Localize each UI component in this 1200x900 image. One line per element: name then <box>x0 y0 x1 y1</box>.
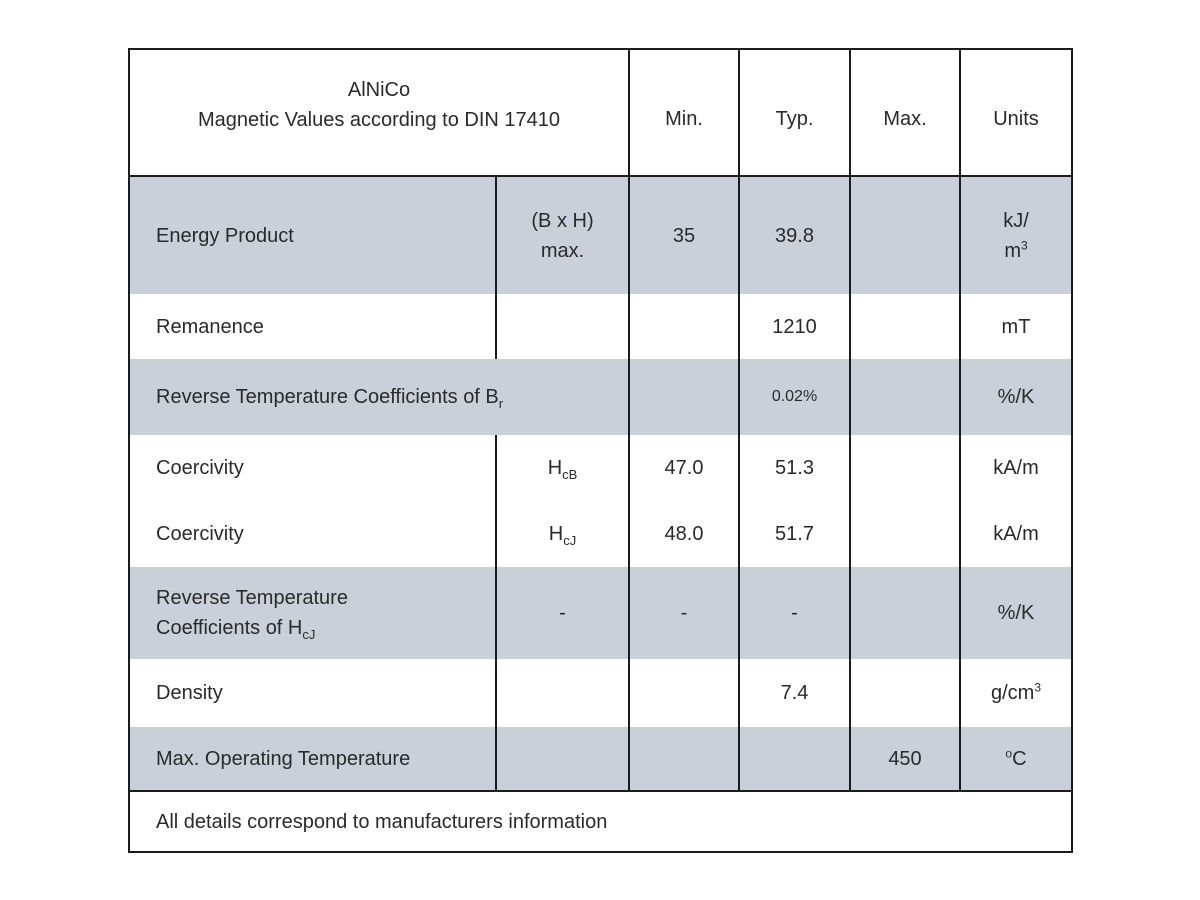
typ-value: 7.4 <box>739 659 851 727</box>
row-label: Reverse Temperature Coefficients of Br <box>129 359 630 435</box>
units-value: kJ/m3 <box>960 176 1072 294</box>
row-symbol: HcJ <box>496 501 630 567</box>
column-header-typ: Typ. <box>739 49 851 177</box>
table-row-coercivity-hcb: Coercivity HcB 47.0 51.3 kA/m <box>129 435 1072 501</box>
min-value <box>629 659 740 727</box>
max-value <box>850 359 961 435</box>
units-value: kA/m <box>960 435 1072 501</box>
row-label: Energy Product <box>129 176 497 294</box>
units-value: mT <box>960 294 1072 359</box>
column-header-units: Units <box>960 49 1072 177</box>
table-row-reverse-temp-coeff-br: Reverse Temperature Coefficients of Br 0… <box>129 359 1072 435</box>
max-value: 450 <box>850 727 961 791</box>
row-label: Max. Operating Temperature <box>129 727 497 791</box>
min-value: 35 <box>629 176 740 294</box>
row-label: Remanence <box>129 294 497 359</box>
row-symbol: - <box>496 567 630 659</box>
row-symbol: HcB <box>496 435 630 501</box>
typ-value: 0.02% <box>739 359 851 435</box>
table-title-cell: AlNiCo Magnetic Values according to DIN … <box>129 49 630 177</box>
table-header-row: AlNiCo Magnetic Values according to DIN … <box>129 49 1072 177</box>
row-symbol: (B x H) max. <box>496 176 630 294</box>
min-value: 48.0 <box>629 501 740 567</box>
row-symbol <box>496 294 630 359</box>
units-value: kA/m <box>960 501 1072 567</box>
max-value <box>850 501 961 567</box>
max-value <box>850 567 961 659</box>
typ-value: - <box>739 567 851 659</box>
table-row-remanence: Remanence 1210 mT <box>129 294 1072 359</box>
table-row-energy-product: Energy Product (B x H) max. 35 39.8 kJ/m3 <box>129 176 1072 294</box>
row-label: Coercivity <box>129 435 497 501</box>
min-value: 47.0 <box>629 435 740 501</box>
table-row-density: Density 7.4 g/cm3 <box>129 659 1072 727</box>
row-symbol <box>496 659 630 727</box>
units-value: %/K <box>960 567 1072 659</box>
min-value: - <box>629 567 740 659</box>
units-value: oC <box>960 727 1072 791</box>
max-value <box>850 176 961 294</box>
table-row-reverse-temp-coeff-hcj: Reverse Temperature Coefficients of HcJ -… <box>129 567 1072 659</box>
min-value <box>629 294 740 359</box>
magnetic-values-table: AlNiCo Magnetic Values according to DIN … <box>128 48 1073 853</box>
min-value <box>629 359 740 435</box>
units-value: g/cm3 <box>960 659 1072 727</box>
column-header-min: Min. <box>629 49 740 177</box>
table-title-standard: Magnetic Values according to DIN 17410 <box>197 108 561 131</box>
max-value <box>850 294 961 359</box>
max-value <box>850 435 961 501</box>
column-header-max: Max. <box>850 49 961 177</box>
row-label: Reverse Temperature Coefficients of HcJ <box>129 567 497 659</box>
typ-value: 51.7 <box>739 501 851 567</box>
typ-value: 39.8 <box>739 176 851 294</box>
table-title-material: AlNiCo <box>347 78 411 101</box>
footer-note: All details correspond to manufacturers … <box>129 790 1072 852</box>
units-value: %/K <box>960 359 1072 435</box>
table-row-max-operating-temperature: Max. Operating Temperature 450 oC <box>129 727 1072 791</box>
row-label: Density <box>129 659 497 727</box>
table-row-coercivity-hcj: Coercivity HcJ 48.0 51.7 kA/m <box>129 501 1072 567</box>
min-value <box>629 727 740 791</box>
typ-value <box>739 727 851 791</box>
row-symbol <box>496 727 630 791</box>
typ-value: 1210 <box>739 294 851 359</box>
table-footer-row: All details correspond to manufacturers … <box>129 790 1072 852</box>
row-label: Coercivity <box>129 501 497 567</box>
max-value <box>850 659 961 727</box>
typ-value: 51.3 <box>739 435 851 501</box>
